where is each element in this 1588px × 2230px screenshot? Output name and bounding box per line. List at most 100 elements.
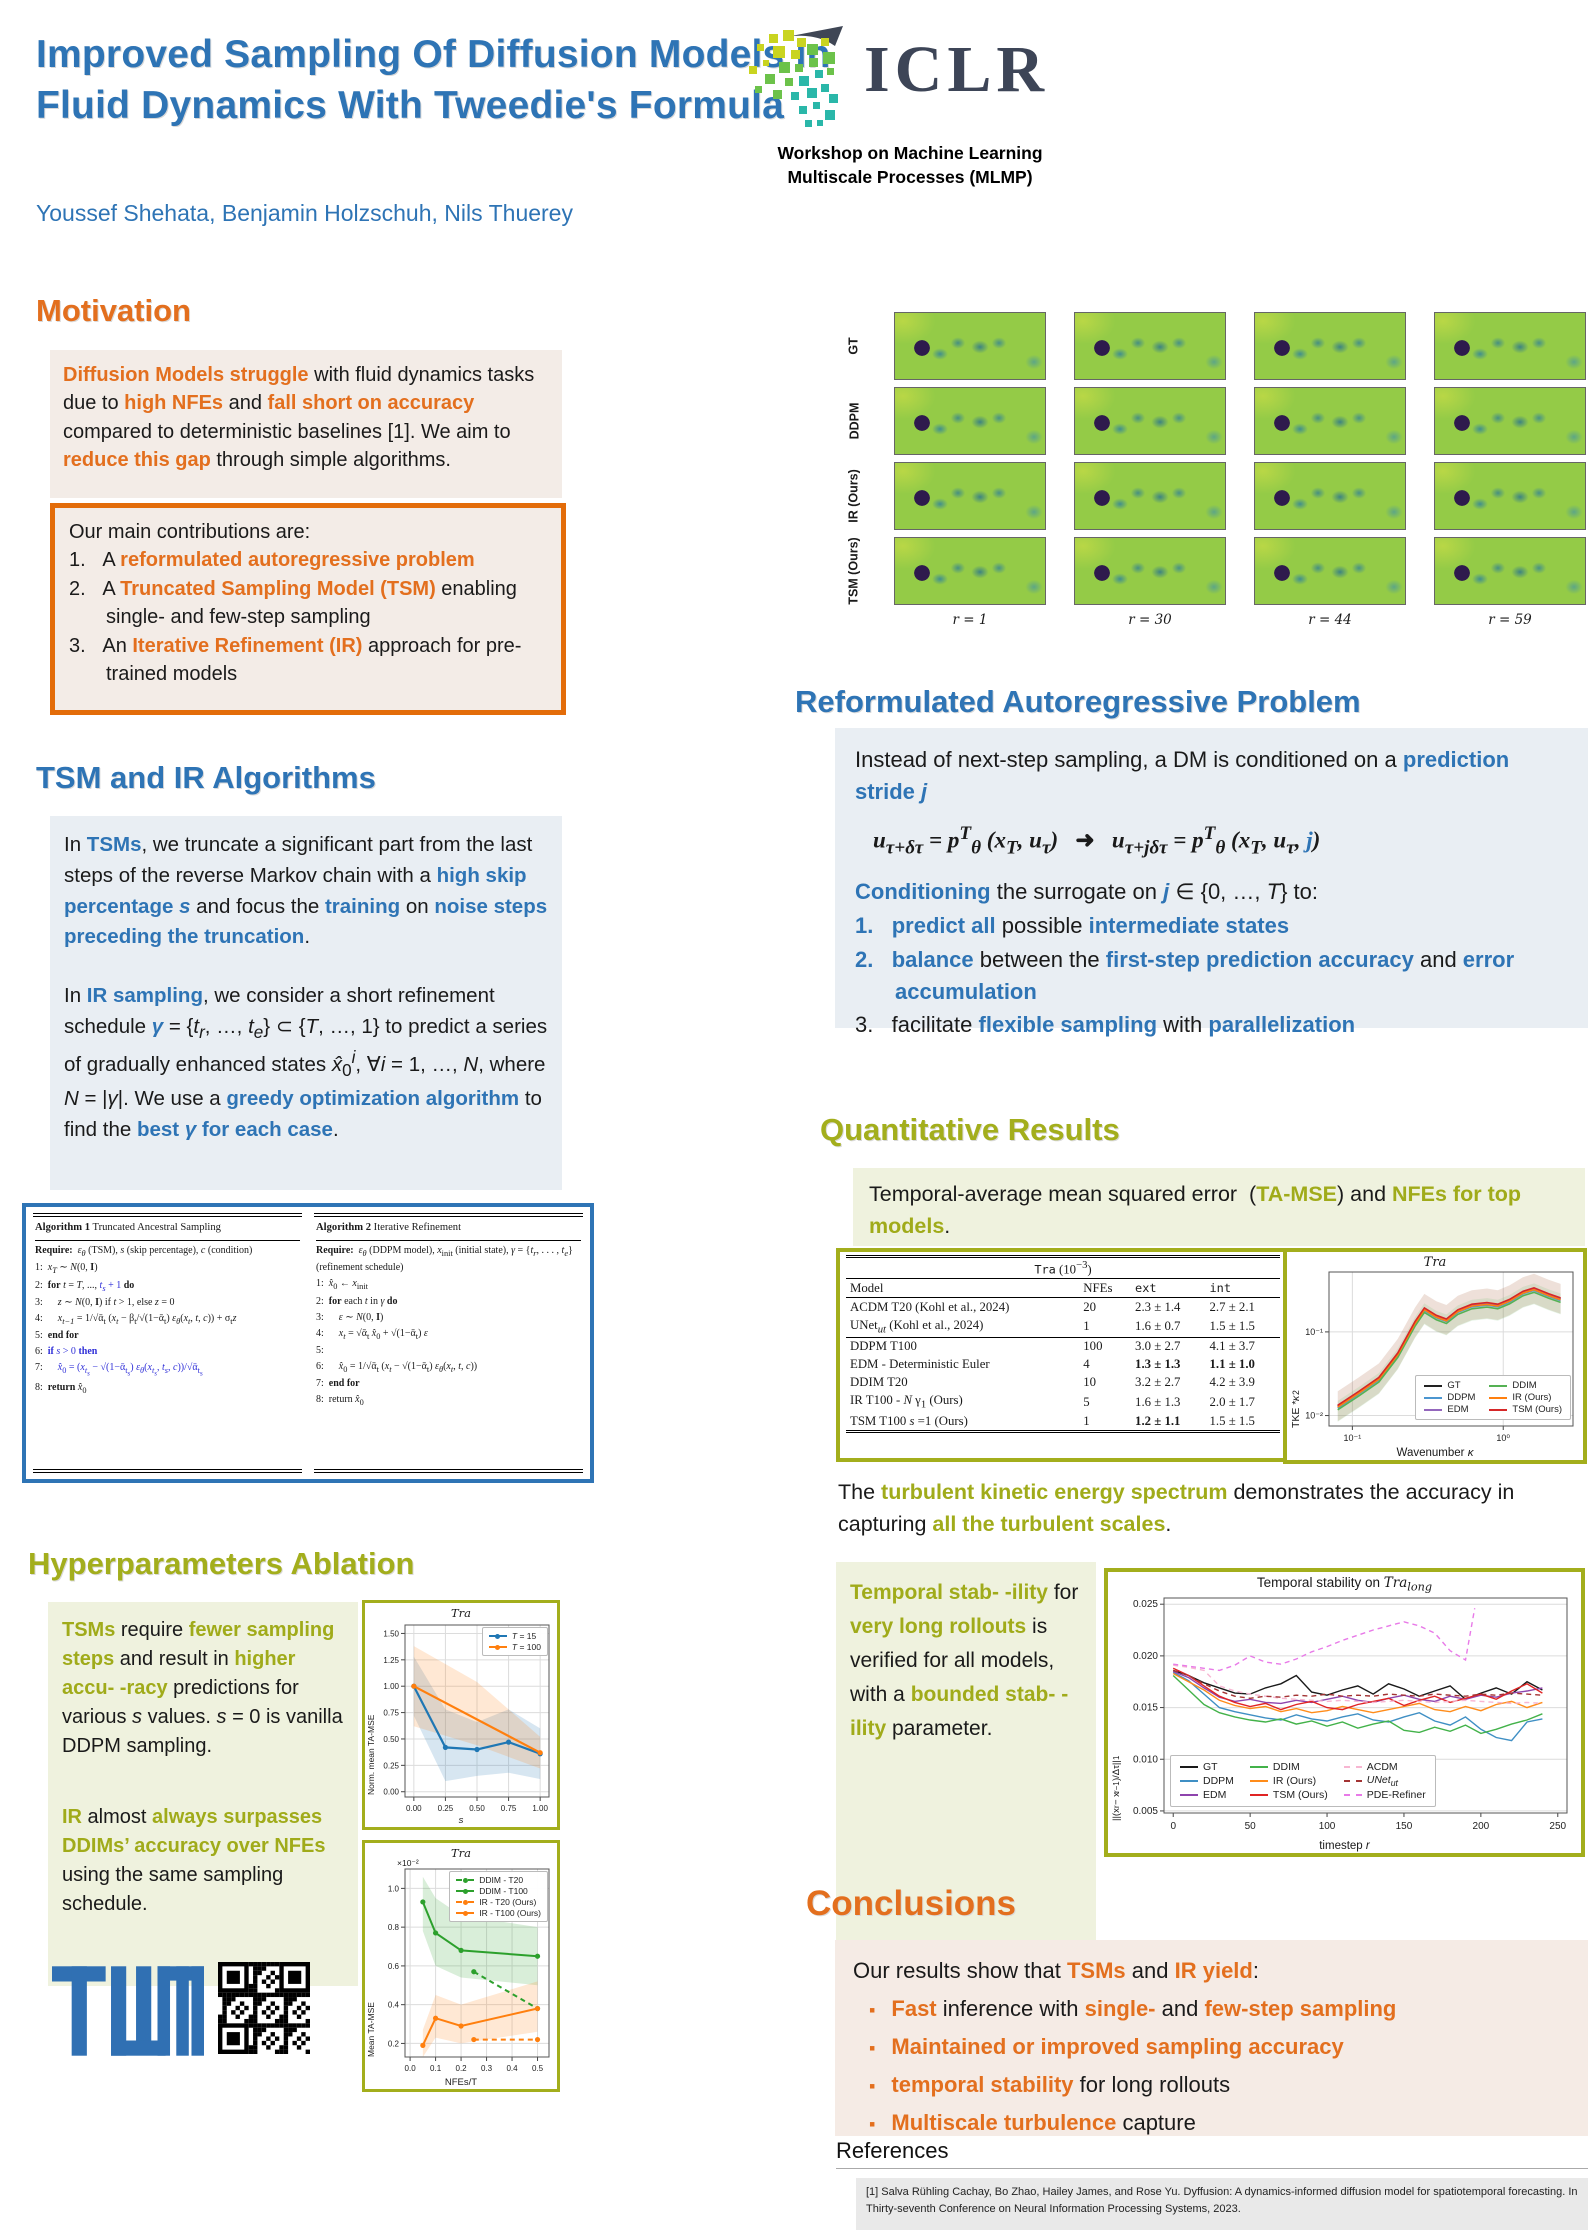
x-axis-label: timestep r: [1319, 1840, 1370, 1852]
quantitative-text-box: Temporal-average mean squared error (TA-…: [853, 1168, 1585, 1246]
heading-ablation: Hyperparameters Ablation: [28, 1546, 415, 1581]
quantitative-text: Temporal-average mean squared error (TA-…: [869, 1182, 1521, 1239]
list-item: Fast inference with single- and few-step…: [853, 1992, 1570, 2025]
y-axis-label: ||(x r − x r−1)/Δτ|| 1: [1111, 1755, 1122, 1821]
svg-text:10⁻²: 10⁻²: [1305, 1411, 1323, 1421]
svg-text:100: 100: [1319, 1821, 1336, 1832]
svg-text:0.2: 0.2: [456, 2064, 468, 2073]
svg-text:1.00: 1.00: [532, 1804, 548, 1813]
list-item: 2: for each t in γ do: [316, 1295, 398, 1307]
algorithm-1-title: Algorithm 1 Truncated Ancestral Sampling: [35, 1218, 300, 1241]
algorithms-box: Algorithm 1 Truncated Ancestral Sampling…: [22, 1203, 594, 1483]
conditioning-line: Conditioning the surrogate on j ∈ {0, …,…: [855, 878, 1318, 904]
heading-motivation: Motivation: [36, 293, 191, 328]
svg-text:10⁻¹: 10⁻¹: [1305, 1327, 1323, 1337]
tsm-paragraph: In TSMs, we truncate a significant part …: [64, 833, 548, 949]
algorithm-2-require: Require: εθ (DDPM model), xinit (initial…: [316, 1244, 573, 1274]
svg-text:0.025: 0.025: [1133, 1599, 1158, 1610]
svg-text:50: 50: [1245, 1821, 1257, 1832]
list-item: 1. predict all possible intermediate sta…: [855, 912, 1290, 938]
svg-text:0.005: 0.005: [1133, 1806, 1158, 1817]
fluid-cell: [1074, 387, 1226, 455]
svg-text:150: 150: [1396, 1821, 1413, 1832]
list-item: 6: x̂0 = 1/√ᾱt (xt − √(1−ᾱt) εθ(xt, t, c…: [316, 1360, 478, 1374]
fluid-cell: [1254, 312, 1406, 380]
svg-text:0.6: 0.6: [388, 1962, 400, 1971]
table-row: EDM - Deterministic Euler 4 1.3 ± 1.3 1.1 ±…: [850, 1357, 1255, 1372]
svg-text:1.00: 1.00: [383, 1682, 399, 1691]
results-table-box: Tra (10−3) Model NFEs ext int ACDM T20 (Kohl …: [836, 1248, 1290, 1462]
svg-text:0.0: 0.0: [405, 2064, 417, 2073]
list-item: 2: for t = T, ..., ts + 1 do: [35, 1279, 135, 1293]
svg-text:0: 0: [1170, 1821, 1176, 1832]
table-row: ACDM T20 (Kohl et al., 2024) 20 2.3 ± 1.4 2…: [850, 1299, 1255, 1314]
list-item: 2. balance between the first-step predic…: [855, 946, 1515, 1004]
temporal-text-box: Temporal stab- -ility for very long roll…: [836, 1562, 1096, 1962]
x-axis-label: NFEs/T: [444, 2077, 478, 2088]
heading-reformulated: Reformulated Autoregressive Problem: [795, 684, 1361, 719]
fluid-grid: GT DDPM IR (Ours) TSM (Ours) r = 1 r = 30 r = …: [842, 312, 1586, 628]
fluid-cell: [894, 312, 1046, 380]
ablation-paragraph-2: IR almost always surpasses DDIMs’ accura…: [62, 1806, 326, 1915]
list-item: 4: xt−1 = 1/√ᾱt (xt − βt/√(1−ᾱt) εθ(xt, …: [35, 1312, 237, 1326]
chart-legend: GT DDPM EDM DDIM IR (Ours) TSM (Ours) ACDM UNet…: [1170, 1754, 1436, 1807]
list-item: temporal stability for long rollouts: [853, 2068, 1570, 2101]
workshop-name: Workshop on Machine Learning Multiscale P…: [777, 143, 1043, 187]
list-item: 7: end for: [316, 1378, 360, 1390]
fluid-row-label: DDPM: [847, 402, 861, 440]
table-row: UNetut (Kohl et al., 2024) 1 1.6 ± 0.7 1.5 …: [850, 1317, 1255, 1336]
svg-text:0.020: 0.020: [1133, 1651, 1158, 1662]
svg-text:0.25: 0.25: [438, 1804, 454, 1813]
ir-paragraph: In IR sampling, we consider a short refi…: [64, 984, 548, 1141]
chart-title: Tra: [450, 1606, 472, 1620]
list-item: 5:: [316, 1344, 324, 1356]
motivation-text: Diffusion Models struggle with fluid dyn…: [63, 364, 535, 472]
svg-text:0.8: 0.8: [388, 1923, 400, 1932]
fluid-row-label: GT: [846, 337, 861, 355]
contributions-intro: Our main contributions are:: [69, 521, 311, 543]
heading-tsm-ir: TSM and IR Algorithms: [36, 760, 376, 795]
list-item: 3: z ∼ N(0, I) if t > 1, else z = 0: [35, 1296, 175, 1308]
list-item: Maintained or improved sampling accuracy: [853, 2030, 1570, 2063]
motivation-box: Diffusion Models struggle with fluid dyn…: [50, 350, 562, 498]
chart-legend: GT DDPM EDM DDIM IR (Ours) TSM (Ours): [1415, 1375, 1571, 1420]
svg-text:0.25: 0.25: [383, 1761, 399, 1770]
svg-text:0.010: 0.010: [1133, 1754, 1158, 1765]
authors: Youssef Shehata, Benjamin Holzschuh, Nil…: [36, 200, 573, 226]
fluid-row-label: IR (Ours): [847, 469, 862, 523]
contributions-box: Our main contributions are: 1. A reformu…: [50, 503, 566, 715]
reference-entry: [1] Salva Rühling Cachay, Bo Zhao, Haile…: [866, 2186, 1578, 2215]
svg-text:0.4: 0.4: [388, 2001, 400, 2010]
svg-text:1.0: 1.0: [388, 1884, 400, 1893]
svg-text:0.50: 0.50: [383, 1735, 399, 1744]
list-item: 1: xT ∼ N(0, I): [35, 1262, 98, 1276]
svg-text:0.00: 0.00: [383, 1788, 399, 1797]
list-item: 4: xt = √ᾱt x̂0 + √(1−ᾱt) ε: [316, 1327, 428, 1341]
heading-quantitative: Quantitative Results: [820, 1112, 1120, 1147]
chart-legend: DDIM - T20 DDIM - T100 IR - T20 (Ours) IR -…: [449, 1871, 548, 1922]
iclr-logo-icon: [749, 26, 843, 127]
fluid-cell: [894, 537, 1046, 605]
ablation-box: TSMs require fewer sampling steps and re…: [48, 1602, 358, 1986]
table-row: DDPM T100 100 3.0 ± 2.7 4.1 ± 3.7: [846, 1336, 1280, 1356]
fluid-col-label: r = 1: [952, 612, 988, 628]
ablation-paragraph-1: TSMs require fewer sampling steps and re…: [62, 1619, 343, 1757]
tke-caption: The turbulent kinetic energy spectrum de…: [838, 1480, 1515, 1537]
svg-text:0.75: 0.75: [383, 1709, 399, 1718]
svg-text:0.5: 0.5: [532, 2064, 544, 2073]
y-axis-label: Mean TA-MSE: [366, 2002, 376, 2057]
tke-spectrum-chart: 10⁻¹ 10⁰ 10⁻² 10⁻¹ Tra Wavenumber κ TKE * κ…: [1283, 1248, 1587, 1464]
list-item: 8: return x̂0: [316, 1394, 364, 1408]
chart-title: Tra: [1423, 1255, 1447, 1270]
svg-text:0.50: 0.50: [469, 1804, 485, 1813]
x-axis-label: Wavenumber κ: [1396, 1447, 1474, 1459]
list-item: 8: return x̂0: [35, 1381, 87, 1395]
svg-text:1.25: 1.25: [383, 1656, 399, 1665]
list-item: 3: ε ∼ N(0, I): [316, 1311, 384, 1323]
chart-title: Tra: [450, 1846, 472, 1860]
conclusions-box: Our results show that TSMs and IR yield:…: [835, 1940, 1588, 2136]
results-table: Tra (10−3) Model NFEs ext int ACDM T20 (Kohl …: [846, 1255, 1280, 1434]
table-row: TSM T100 s =1 (Ours) 1 1.2 ± 1.1 1.5 ± 1.5: [850, 1413, 1255, 1428]
fluid-col-label: r = 44: [1308, 612, 1352, 628]
